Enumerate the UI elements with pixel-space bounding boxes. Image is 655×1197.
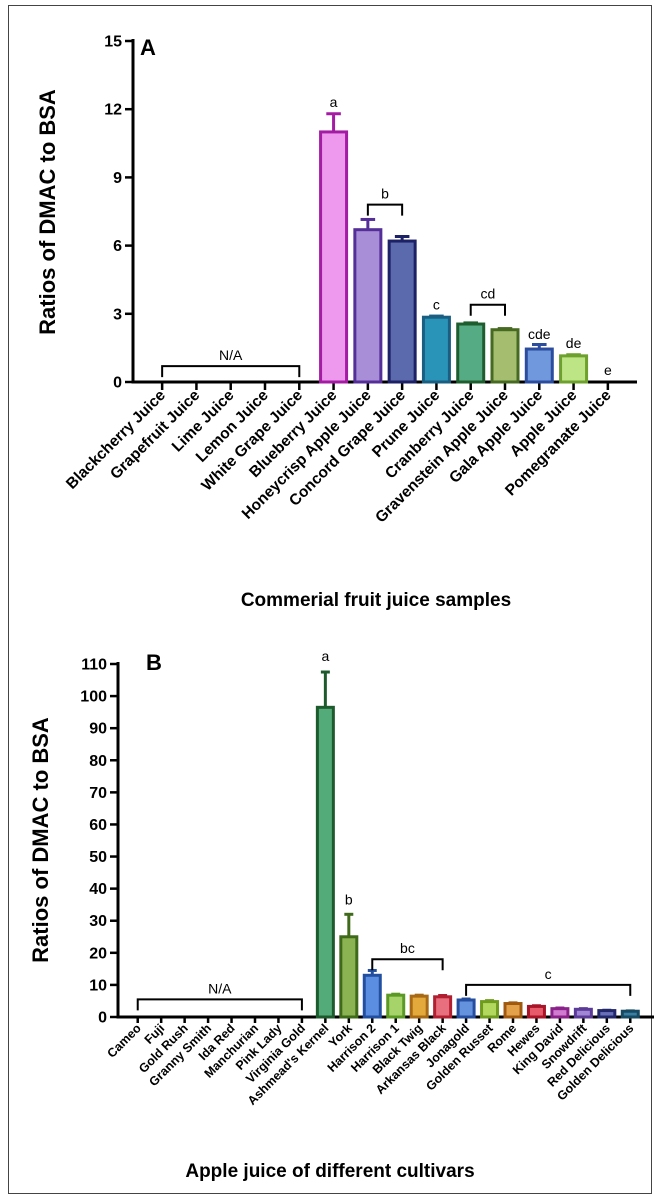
panel-a-bracket bbox=[161, 365, 301, 378]
panel-a-letter: A bbox=[140, 35, 156, 60]
panel-b-significance-label: N/A bbox=[208, 980, 232, 996]
panel-b-y-tick-label: 40 bbox=[89, 881, 107, 898]
panel-b-y-tick-label: 30 bbox=[89, 913, 107, 930]
panel-a-y-tick-label: 12 bbox=[104, 102, 122, 119]
panel-b-bar bbox=[339, 935, 359, 1019]
panel-a-significance-label: cd bbox=[480, 286, 495, 302]
panel-a-significance-label: c bbox=[433, 296, 440, 312]
panel-b-x-axis-title: Apple juice of different cultivars bbox=[185, 1161, 474, 1182]
panel-a-significance-label: N/A bbox=[219, 347, 243, 363]
panel-b-bar bbox=[315, 705, 335, 1019]
panel-b-letter: B bbox=[146, 650, 162, 675]
panel-a-y-axis-label: Ratios of DMAC to BSA bbox=[35, 89, 60, 335]
panel-b-bar bbox=[550, 1007, 570, 1019]
panel-a-y-tick-label: 9 bbox=[113, 170, 122, 187]
panel-b-y-tick-label: 20 bbox=[89, 945, 107, 962]
panel-a-y-tick-label: 3 bbox=[113, 306, 122, 323]
panel-a-y-tick-label: 0 bbox=[113, 375, 122, 392]
panel-b-significance-label: a bbox=[321, 648, 329, 664]
panel-b-significance-label: bc bbox=[400, 940, 415, 956]
panel-b-y-tick-label: 60 bbox=[89, 817, 107, 834]
panel-a-bracket bbox=[469, 303, 506, 316]
panel-b-x-tick-label: Cameo bbox=[104, 1021, 144, 1061]
panel-b-bar bbox=[409, 994, 429, 1019]
panel-a-bar bbox=[456, 322, 486, 384]
panel-b-y-tick-label: 70 bbox=[89, 785, 107, 802]
panel-b-y-tick-label: 100 bbox=[80, 689, 107, 706]
panel-b-bar bbox=[597, 1009, 617, 1019]
panel-a-bar bbox=[559, 354, 589, 384]
panel-b-bracket bbox=[465, 983, 632, 996]
panel-b-bar bbox=[362, 973, 382, 1019]
panel-b-bracket bbox=[371, 958, 444, 971]
panel-b-bar bbox=[480, 1000, 500, 1019]
panel-a-y-tick-label: 15 bbox=[104, 34, 122, 51]
panel-b-y-tick-label: 10 bbox=[89, 977, 107, 994]
panel-a-bracket bbox=[366, 203, 404, 216]
panel-b-bar bbox=[503, 1002, 523, 1019]
panel-b-bar bbox=[620, 1009, 640, 1019]
panel-a-bar bbox=[387, 239, 417, 384]
panel-b-y-tick-label: 90 bbox=[89, 721, 107, 738]
panel-b-significance-label: b bbox=[345, 892, 353, 908]
panel-a-bar bbox=[353, 228, 383, 384]
panel-a-bar bbox=[524, 347, 554, 384]
panel-b-y-tick-label: 110 bbox=[81, 657, 107, 674]
panel-b-y-tick-label: 80 bbox=[89, 753, 107, 770]
panel-b-bar bbox=[386, 993, 406, 1019]
panel-a-bar bbox=[490, 328, 520, 384]
panel-b-y-tick-label: 50 bbox=[89, 849, 107, 866]
panel-a-x-axis-title: Commerial fruit juice samples bbox=[241, 590, 511, 611]
panel-a-significance-label: b bbox=[381, 186, 389, 202]
panel-a-significance-label: a bbox=[330, 94, 338, 110]
panel-b-chart: B Ratios of DMAC to BSA 0 10 20 30 40 50 60 70 80 9… bbox=[28, 648, 654, 1182]
panel-a-bar bbox=[319, 130, 349, 384]
panel-a-significance-label: cde bbox=[528, 326, 551, 342]
panel-b-significance-label: c bbox=[545, 966, 552, 982]
panel-a-significance-label: de bbox=[566, 335, 582, 351]
panel-a-significance-label: e bbox=[604, 362, 612, 378]
panel-b-bar bbox=[573, 1007, 593, 1019]
panel-b-y-axis-label: Ratios of DMAC to BSA bbox=[28, 717, 53, 963]
panel-b-bracket bbox=[136, 998, 303, 1011]
panel-a-bar bbox=[421, 315, 451, 384]
panel-a-y-tick-label: 6 bbox=[113, 238, 122, 255]
panel-b-y-tick-label: 0 bbox=[98, 1010, 107, 1027]
panel-b-bar bbox=[456, 998, 476, 1019]
panel-b-bar bbox=[526, 1004, 546, 1019]
figure-frame bbox=[8, 5, 652, 1194]
panel-b-bar bbox=[433, 995, 453, 1019]
